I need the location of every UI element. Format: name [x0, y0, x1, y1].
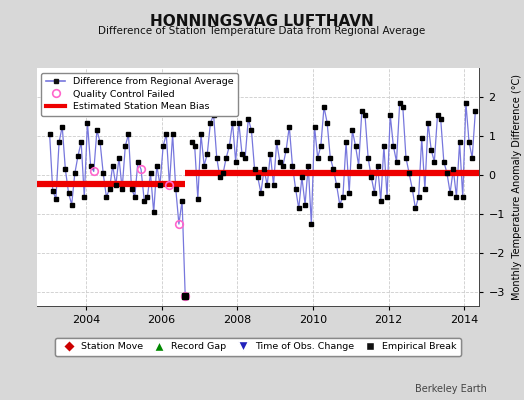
Legend: Station Move, Record Gap, Time of Obs. Change, Empirical Break: Station Move, Record Gap, Time of Obs. C… — [55, 338, 461, 356]
Text: HONNINGSVAG LUFTHAVN: HONNINGSVAG LUFTHAVN — [150, 14, 374, 29]
Text: Difference of Station Temperature Data from Regional Average: Difference of Station Temperature Data f… — [99, 26, 425, 36]
Y-axis label: Monthly Temperature Anomaly Difference (°C): Monthly Temperature Anomaly Difference (… — [512, 74, 522, 300]
Text: Berkeley Earth: Berkeley Earth — [416, 384, 487, 394]
